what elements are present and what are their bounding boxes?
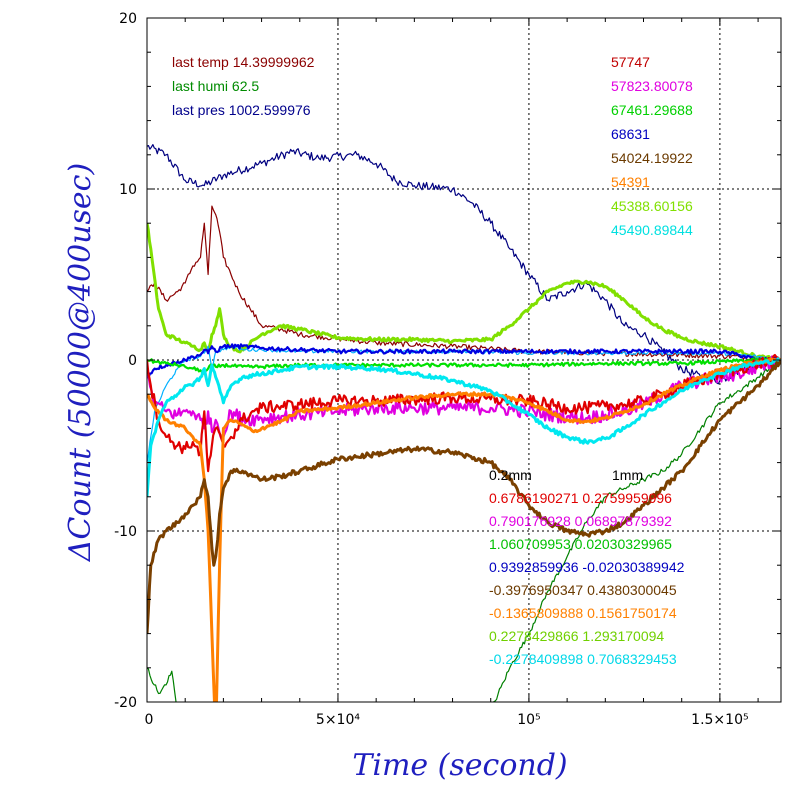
series-line-9 <box>147 353 781 473</box>
environment-label: last temp 14.39999962 <box>172 54 315 70</box>
count-label: 67461.29688 <box>611 102 693 118</box>
series-line-6 <box>147 343 781 379</box>
coef-row: 0.9392859936 -0.02030389942 <box>489 559 685 575</box>
x-tick-label: 1.5×10⁵ <box>691 712 748 728</box>
coef-row: 1.060709953 0.02030329965 <box>489 536 672 552</box>
coef-row: -0.3976950347 0.4380300045 <box>489 582 677 598</box>
environment-label: last humi 62.5 <box>172 78 259 94</box>
coef-row: -0.1365809888 0.1561750174 <box>489 605 677 621</box>
tick-marks <box>146 17 781 703</box>
count-label: 57823.80078 <box>611 78 693 94</box>
y-tick-label: 0 <box>128 353 137 369</box>
coef-row: 0.2278429866 1.293170094 <box>489 628 664 644</box>
series-line-10 <box>147 357 781 702</box>
y-tick-label: -10 <box>114 524 137 540</box>
coef-row: 0.790176928 0.06897879392 <box>489 513 672 529</box>
coef-header-1mm: 1mm <box>612 467 643 483</box>
count-label: 54391 <box>611 174 650 190</box>
count-label: 45388.60156 <box>611 198 693 214</box>
coef-row: -0.2278409898 0.7068329453 <box>489 651 677 667</box>
series-line-1 <box>147 144 781 385</box>
series-layer <box>147 144 781 702</box>
series-line-2 <box>147 205 781 363</box>
count-label: 45490.89844 <box>611 222 693 238</box>
y-tick-label: 20 <box>119 11 137 27</box>
coef-header-02mm: 0.2mm <box>489 467 532 483</box>
tick-labels: 0 5×10⁴ 10⁵ 1.5×10⁵ 20 10 0 -10 -20 <box>114 11 748 728</box>
x-tick-label: 10⁵ <box>517 712 540 728</box>
environment-labels: last temp 14.39999962 last humi 62.5 last … <box>172 54 315 118</box>
series-line-11 <box>147 357 781 497</box>
count-label: 57747 <box>611 54 650 70</box>
count-label: 54024.19922 <box>611 150 693 166</box>
series-line-7 <box>147 357 781 375</box>
series-line-4 <box>147 222 781 363</box>
x-tick-label: 5×10⁴ <box>316 712 360 728</box>
coefficient-table: 0.2mm 1mm 0.6786190271 0.2759959996 0.79017… <box>489 467 685 667</box>
count-labels: 57747 57823.80078 67461.29688 68631 54024.19… <box>611 54 693 238</box>
series-line-12 <box>147 359 781 634</box>
coef-row: 0.6786190271 0.2759959996 <box>489 490 672 506</box>
count-label: 68631 <box>611 126 650 142</box>
x-axis-label: Time (second) <box>352 748 567 783</box>
y-axis-label: ΔCount (50000@400usec) <box>63 163 98 562</box>
environment-label: last pres 1002.599976 <box>172 102 311 118</box>
y-tick-label: 10 <box>119 182 137 198</box>
series-line-3 <box>147 358 781 702</box>
y-tick-label: -20 <box>114 695 137 711</box>
grid <box>147 18 781 702</box>
x-tick-label: 0 <box>145 712 154 728</box>
series-line-8 <box>147 355 781 442</box>
